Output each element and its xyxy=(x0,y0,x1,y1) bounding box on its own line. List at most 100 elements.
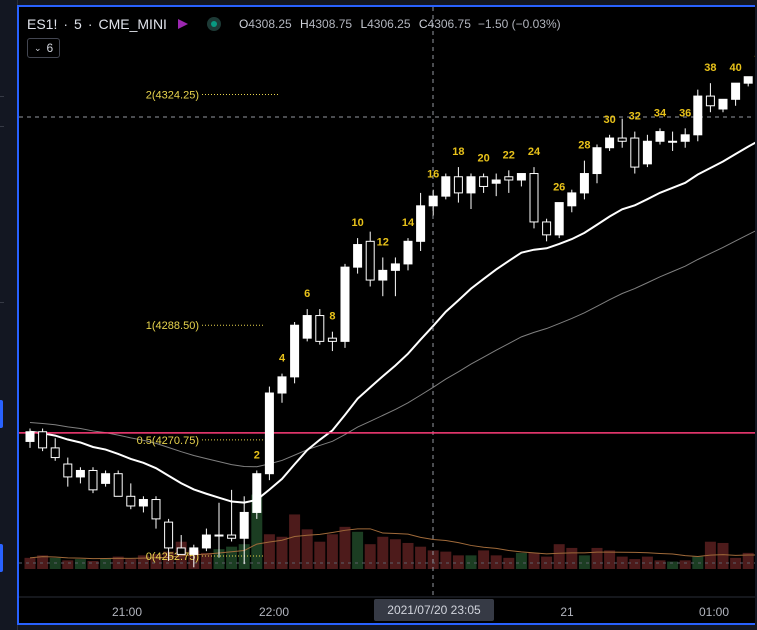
candle-body[interactable] xyxy=(50,447,60,459)
candle-body[interactable] xyxy=(731,82,741,100)
volume-bar xyxy=(553,544,565,569)
volume-bar xyxy=(200,552,212,569)
candle-body[interactable] xyxy=(579,173,589,194)
candle-body[interactable] xyxy=(705,95,715,107)
candle-body[interactable] xyxy=(642,140,652,165)
candle-body[interactable] xyxy=(466,176,476,194)
candle-body[interactable] xyxy=(567,192,577,207)
volume-bar xyxy=(24,557,36,569)
chart-pane[interactable]: 2(4324.25) 1(4288.50) 0.5(4270.75) 0(4252.7… xyxy=(17,5,755,625)
candle-body[interactable] xyxy=(315,315,325,342)
candle-body[interactable] xyxy=(176,547,186,555)
volume-bar xyxy=(415,546,427,569)
candle-body[interactable] xyxy=(630,137,640,168)
candle-body[interactable] xyxy=(542,221,552,236)
flag-icon[interactable] xyxy=(177,18,189,30)
volume-bar xyxy=(528,552,540,569)
candle-body[interactable] xyxy=(504,176,514,181)
candle-body[interactable] xyxy=(25,431,35,442)
candle-body[interactable] xyxy=(340,266,350,342)
candle-body[interactable] xyxy=(680,134,690,142)
candle-body[interactable] xyxy=(416,205,426,242)
symbol-label[interactable]: ES1! xyxy=(27,16,58,32)
volume-bar xyxy=(377,536,389,569)
open-label: O xyxy=(238,17,249,31)
candle-body[interactable] xyxy=(743,76,753,84)
candle-body[interactable] xyxy=(617,137,627,142)
candle-body[interactable] xyxy=(138,499,148,507)
time-axis-tick-label: 01:00 xyxy=(699,605,729,619)
candle-body[interactable] xyxy=(516,173,526,181)
candle-body[interactable] xyxy=(554,202,564,236)
exchange-label[interactable]: CME_MINI xyxy=(98,16,167,32)
high-value: 4308.75 xyxy=(308,17,353,31)
candle-body[interactable] xyxy=(126,495,136,507)
candle-body[interactable] xyxy=(113,473,123,497)
fib-level-label: 2(4324.25) xyxy=(146,89,199,101)
candle-body[interactable] xyxy=(277,376,287,394)
candle-body[interactable] xyxy=(88,469,98,491)
bar-count-label: 32 xyxy=(629,111,641,123)
toolbar-active-indicator[interactable] xyxy=(0,400,3,428)
candle-body[interactable] xyxy=(365,240,375,281)
candle-body[interactable] xyxy=(718,98,728,110)
price-chart[interactable]: 2(4324.25)1(4288.50)0.5(4270.75)0(4252.7… xyxy=(19,7,755,625)
bar-count-label: 4 xyxy=(279,353,286,365)
toolbar-tick xyxy=(0,302,4,303)
volume-bar xyxy=(314,541,326,569)
candle-body[interactable] xyxy=(693,95,703,136)
volume-bar xyxy=(515,552,527,569)
open-value: 4308.25 xyxy=(248,17,292,31)
candle-body[interactable] xyxy=(353,244,363,268)
candle-body[interactable] xyxy=(441,176,451,197)
candle-body[interactable] xyxy=(378,269,388,281)
candle-body[interactable] xyxy=(655,131,665,142)
candle-body[interactable] xyxy=(592,147,602,175)
candle-body[interactable] xyxy=(75,469,85,478)
indicators-toggle-button[interactable]: ⌄ 6 xyxy=(27,38,61,58)
candle-body[interactable] xyxy=(252,473,262,513)
exchange-separator: · xyxy=(87,16,93,32)
candle-body[interactable] xyxy=(290,324,300,378)
candle-body[interactable] xyxy=(327,337,337,342)
candle-body[interactable] xyxy=(491,179,501,184)
toolbar-tick xyxy=(0,96,4,97)
volume-bar xyxy=(465,555,477,569)
volume-bar xyxy=(37,555,49,569)
volume-bar xyxy=(301,529,313,569)
candle-body[interactable] xyxy=(227,534,237,539)
volume-bar xyxy=(87,560,99,569)
candle-body[interactable] xyxy=(63,463,73,478)
candle-body[interactable] xyxy=(529,173,539,223)
interval-separator: · xyxy=(63,16,69,32)
volume-bar xyxy=(641,556,653,569)
candle-body[interactable] xyxy=(605,137,615,149)
candle-body[interactable] xyxy=(189,547,199,555)
candle-body[interactable] xyxy=(390,263,400,271)
candle-body[interactable] xyxy=(479,176,489,187)
candle-body[interactable] xyxy=(164,521,174,549)
bar-count-label: 12 xyxy=(377,236,389,248)
toolbar-tick xyxy=(0,126,4,127)
candle-body[interactable] xyxy=(38,431,48,449)
candle-body[interactable] xyxy=(201,534,211,549)
candle-body[interactable] xyxy=(151,499,161,520)
bar-count-label: 8 xyxy=(329,311,335,323)
candle-body[interactable] xyxy=(428,195,438,207)
toolbar-active-indicator[interactable] xyxy=(0,544,3,572)
bar-count-label: 20 xyxy=(477,153,489,165)
candle-body[interactable] xyxy=(214,534,224,537)
candle-body[interactable] xyxy=(668,140,678,143)
candle-body[interactable] xyxy=(403,240,413,265)
candle-body[interactable] xyxy=(101,473,111,484)
candle-body[interactable] xyxy=(453,176,463,194)
candle-body[interactable] xyxy=(239,511,249,539)
candle-body[interactable] xyxy=(302,315,312,339)
volume-bar xyxy=(150,554,162,569)
volume-bar xyxy=(503,557,515,569)
left-toolbar xyxy=(0,0,18,630)
interval-label[interactable]: 5 xyxy=(74,16,82,32)
high-label: H xyxy=(300,17,309,31)
candle-body[interactable] xyxy=(264,392,274,475)
bar-count-label: 2 xyxy=(254,449,260,461)
